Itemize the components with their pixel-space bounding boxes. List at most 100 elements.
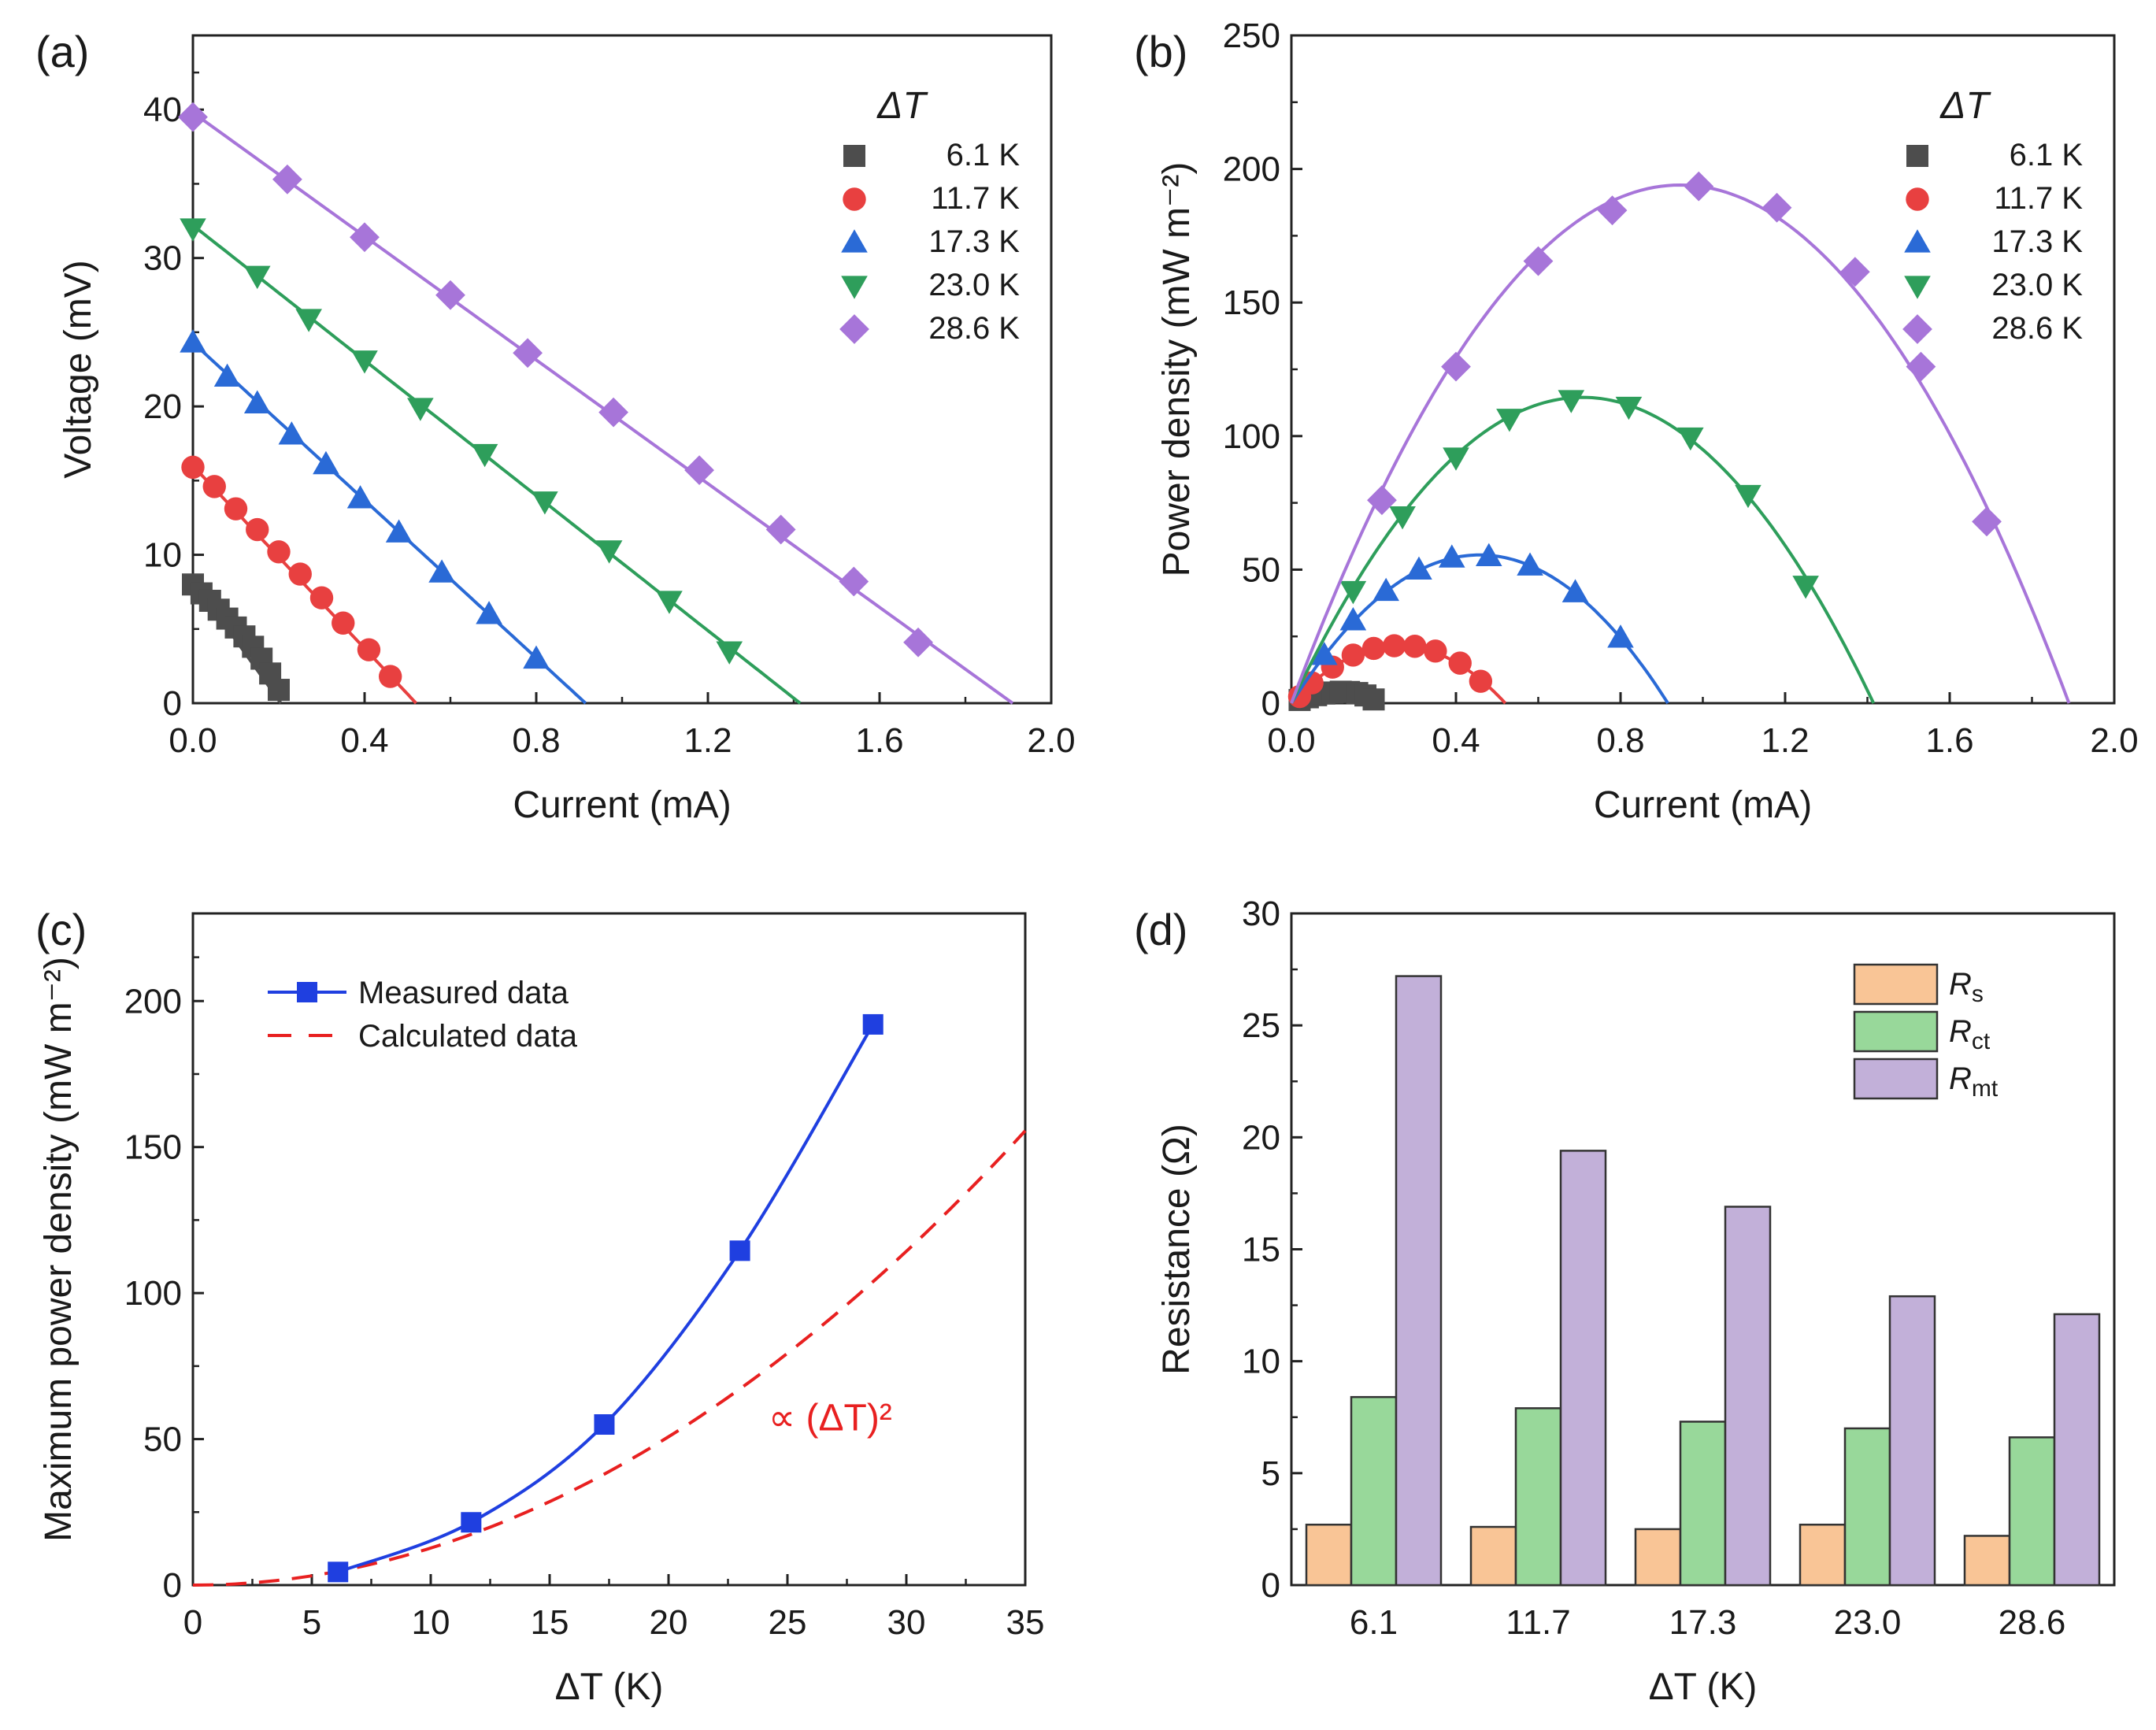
series-173K (1290, 543, 1669, 705)
data-point (1517, 552, 1543, 576)
data-point (1476, 543, 1502, 567)
y-tick-label: 0 (163, 1566, 182, 1605)
x-tick-label: 25 (769, 1603, 807, 1642)
data-point (1367, 485, 1397, 516)
legend-subscript: s (1972, 981, 1984, 1007)
fit-line (191, 224, 802, 705)
legend: ΔT 6.1 K 11.7 K 17.3 K 23.0 K 28.6 K (839, 85, 1020, 346)
data-point (1438, 544, 1465, 568)
data-point (839, 566, 869, 597)
data-point (1684, 171, 1714, 202)
x-tick-label: 0.4 (1432, 721, 1480, 760)
legend-marker (841, 229, 868, 253)
y-tick-label: 0 (1261, 684, 1280, 723)
x-tick-label: 1.2 (683, 721, 732, 760)
data-point (1441, 351, 1471, 382)
data-point (1448, 651, 1472, 675)
x-tick-label: 1.2 (1761, 721, 1809, 760)
data-point (1615, 396, 1643, 420)
series-173K (180, 329, 587, 705)
data-point (684, 455, 714, 486)
data-point (224, 497, 248, 520)
x-tick-label: 0 (183, 1603, 202, 1642)
data-point (598, 397, 628, 428)
panel-d: (d) 0 5 10 15 20 25 30 6.1 11.7 17.3 23.0 28.6 ΔT (K)… (1134, 895, 2116, 1708)
y-tick-label: 200 (1223, 150, 1280, 189)
data-point (267, 540, 291, 564)
data-point (729, 1240, 750, 1261)
y-tick-label: 100 (124, 1274, 182, 1313)
y-axis-label: Resistance (Ω) (1156, 1124, 1198, 1375)
data-point (1311, 642, 1338, 665)
legend-label: 17.3 K (1991, 224, 2083, 259)
y-tick-label: 100 (1223, 417, 1280, 456)
legend-marker (1904, 276, 1931, 299)
data-point (428, 559, 455, 583)
data-point (1403, 635, 1427, 658)
legend-symbol: R (1949, 967, 1972, 1002)
data-point (180, 218, 206, 242)
data-point (1339, 580, 1367, 605)
x-tick-label: 1.6 (855, 721, 903, 760)
data-point (1761, 192, 1792, 223)
y-tick-label: 150 (1223, 283, 1280, 322)
data-point (1389, 506, 1416, 530)
fit-line (1290, 183, 2071, 704)
data-point (1972, 506, 2002, 537)
x-tick-label: 6.1 (1350, 1603, 1398, 1642)
data-point (656, 591, 683, 614)
data-point (435, 280, 465, 310)
data-point (1561, 579, 1589, 602)
data-point (313, 450, 339, 475)
bar-Rmt (1724, 1206, 1772, 1587)
legend-marker (843, 187, 866, 211)
data-point (1735, 484, 1761, 509)
data-point (532, 491, 558, 515)
x-axis-label: Current (mA) (1594, 784, 1812, 826)
series-61K (182, 573, 290, 705)
legend-label: Rmt (1949, 1061, 1999, 1102)
x-tick-label: 23.0 (1834, 1603, 1902, 1642)
data-point (765, 514, 796, 545)
data-point (1792, 576, 1819, 599)
data-point (278, 421, 306, 445)
bar-Rct (2008, 1436, 2056, 1587)
legend-label: 28.6 K (1991, 311, 2083, 346)
panel-label: (d) (1134, 905, 1187, 954)
data-point (332, 611, 355, 635)
bar-Rct (1679, 1421, 1727, 1587)
bar-Rs (1305, 1523, 1353, 1587)
bar-Rct (1350, 1395, 1398, 1587)
data-point (1424, 639, 1447, 663)
bar-Rmt (1395, 975, 1443, 1587)
y-tick-label: 250 (1223, 17, 1280, 55)
plot-frame (1290, 34, 2116, 705)
data-point (268, 679, 290, 702)
x-tick-label: 28.6 (1999, 1603, 2066, 1642)
data-point (862, 1013, 884, 1035)
panel-label: (c) (35, 905, 87, 954)
data-point (357, 638, 381, 661)
panel-b: (b) 0.0 0.4 0.8 1.2 1.6 2.0 0 50 100 150 200 250 Curr… (1134, 17, 2139, 826)
data-point (350, 222, 380, 253)
legend-label: 6.1 K (946, 138, 1021, 172)
x-tick-label: 17.3 (1669, 1603, 1737, 1642)
y-tick-label: 50 (143, 1421, 182, 1459)
x-tick-label: 11.7 (1506, 1603, 1570, 1642)
x-tick-label: 20 (650, 1603, 688, 1642)
y-tick-label: 5 (1261, 1454, 1280, 1493)
data-point (523, 645, 550, 669)
data-point (1443, 447, 1469, 471)
x-tick-label: 0.8 (1596, 721, 1644, 760)
x-tick-label: 2.0 (2090, 721, 2138, 760)
legend-label: Rct (1949, 1014, 1991, 1054)
data-point (351, 350, 378, 374)
legend-label: 11.7 K (931, 181, 1020, 216)
legend-swatch (1853, 1010, 1939, 1053)
legend: Measured data Calculated data (268, 976, 578, 1054)
legend-label: 28.6 K (928, 311, 1020, 346)
bar-Rs (1469, 1525, 1517, 1587)
legend-marker (839, 314, 869, 344)
data-point (243, 390, 271, 413)
